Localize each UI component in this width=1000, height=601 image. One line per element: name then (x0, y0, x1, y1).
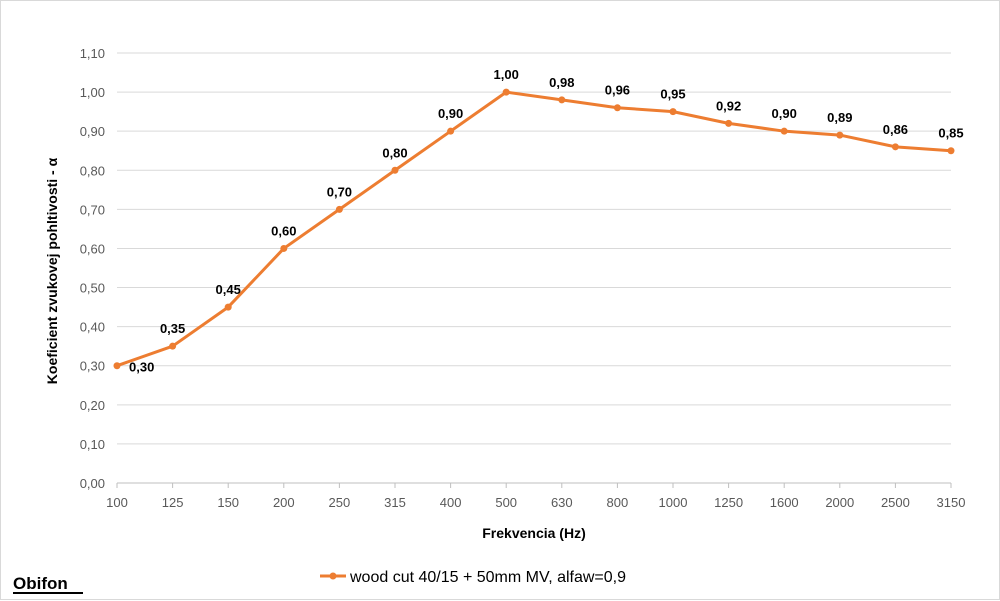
y-tick-labels: 0,00 0,10 0,20 0,30 0,40 0,50 0,60 0,70 0,80 0,90… (80, 46, 105, 491)
x-tick-label: 1000 (659, 495, 688, 510)
x-tick-label: 800 (607, 495, 629, 510)
y-tick-label: 1,10 (80, 46, 105, 61)
data-point (947, 147, 955, 155)
x-tick-label: 630 (551, 495, 573, 510)
y-tick-label: 0,20 (80, 398, 105, 413)
data-point (280, 244, 288, 252)
series-line-group (113, 88, 955, 370)
legend-point-marker (329, 572, 337, 580)
data-label: 0,90 (772, 106, 797, 121)
data-point (113, 362, 121, 370)
x-tick-label: 150 (217, 495, 239, 510)
data-label: 0,60 (271, 223, 296, 238)
data-point (725, 119, 733, 127)
y-tick-label: 0,70 (80, 202, 105, 217)
data-label: 0,35 (160, 321, 185, 336)
x-tick-label: 125 (162, 495, 184, 510)
gridlines (117, 52, 951, 484)
x-tick-label: 315 (384, 495, 406, 510)
x-tick-label: 200 (273, 495, 295, 510)
y-tick-label: 0,60 (80, 241, 105, 256)
data-label: 1,00 (494, 67, 519, 82)
data-point (891, 143, 899, 151)
x-tick-label: 2500 (881, 495, 910, 510)
legend: wood cut 40/15 + 50mm MV, alfaw=0,9 (320, 569, 626, 586)
data-point (169, 342, 177, 350)
data-label: 0,98 (549, 75, 574, 90)
x-tick-labels: 100 125 150 200 250 315 400 500 630 800 1000 1250 16… (106, 483, 965, 510)
data-point (780, 127, 788, 135)
logo-text: Obifon (13, 574, 68, 593)
logo-underline (13, 592, 83, 594)
y-tick-label: 1,00 (80, 85, 105, 100)
x-tick-label: 400 (440, 495, 462, 510)
y-tick-label: 0,40 (80, 320, 105, 335)
x-tick-label: 1600 (770, 495, 799, 510)
y-tick-label: 0,00 (80, 476, 105, 491)
x-tick-label: 500 (495, 495, 517, 510)
data-label: 0,85 (938, 126, 963, 141)
data-label: 0,89 (827, 110, 852, 125)
series-line (116, 90, 952, 368)
x-tick-label: 100 (106, 495, 128, 510)
y-tick-label: 0,80 (80, 163, 105, 178)
y-tick-label: 0,90 (80, 124, 105, 139)
data-label: 0,95 (660, 87, 685, 102)
x-tick-label: 3150 (937, 495, 966, 510)
data-point (613, 104, 621, 112)
y-axis-title: Koeficient zvukovej pohltivosti - α (44, 157, 60, 384)
x-axis-title: Frekvencia (Hz) (482, 525, 585, 541)
data-label: 0,70 (327, 184, 352, 199)
data-label: 0,45 (216, 282, 241, 297)
y-tick-label: 0,10 (80, 437, 105, 452)
y-tick-label: 0,30 (80, 359, 105, 374)
data-label: 0,92 (716, 98, 741, 113)
data-label: 0,90 (438, 106, 463, 121)
data-point (836, 131, 844, 139)
y-tick-label: 0,50 (80, 281, 105, 296)
data-labels: 0,30 0,35 0,45 0,60 0,70 0,80 0,90 1,00 0,98 0,96… (129, 67, 964, 375)
data-point (447, 127, 455, 135)
data-point (391, 166, 399, 174)
data-label: 0,96 (605, 83, 630, 98)
data-point (669, 108, 677, 116)
obifon-logo: Obifon (13, 574, 83, 594)
data-point (502, 88, 510, 96)
data-label: 0,30 (129, 360, 154, 375)
x-tick-label: 2000 (825, 495, 854, 510)
data-point (224, 303, 232, 311)
data-point (558, 96, 566, 104)
data-label: 0,86 (883, 122, 908, 137)
data-label: 0,80 (382, 145, 407, 160)
x-tick-label: 1250 (714, 495, 743, 510)
legend-label: wood cut 40/15 + 50mm MV, alfaw=0,9 (349, 569, 626, 586)
x-tick-label: 250 (329, 495, 351, 510)
data-point (335, 205, 343, 213)
